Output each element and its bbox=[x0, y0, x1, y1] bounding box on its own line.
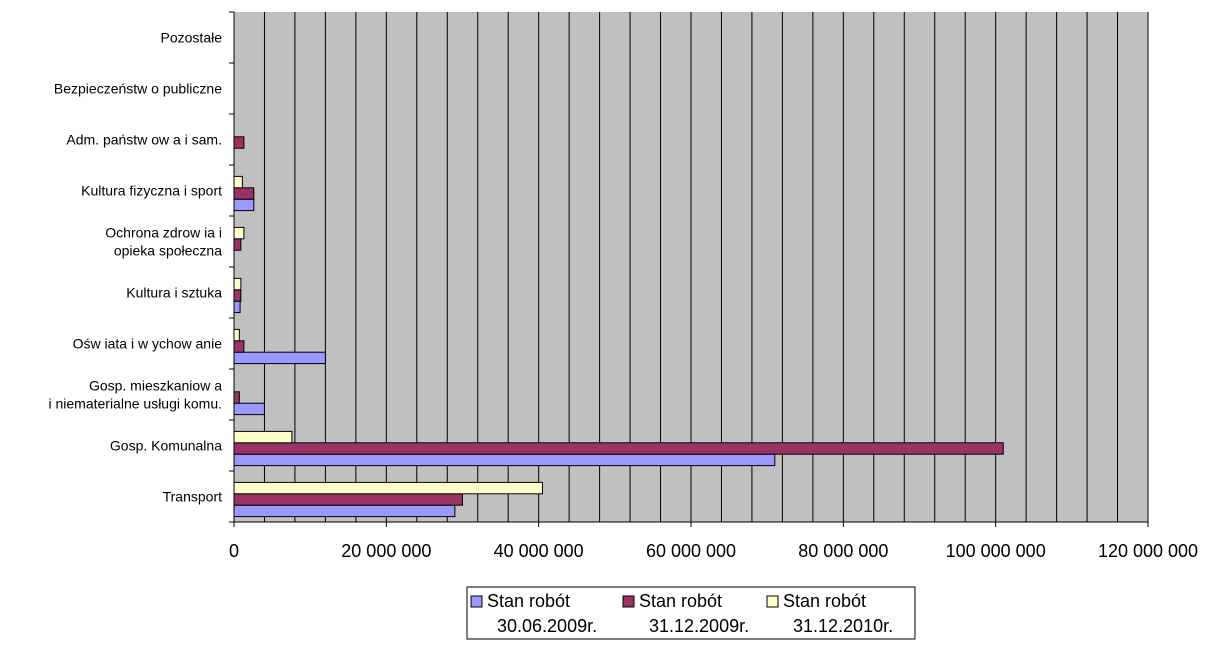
legend-swatch bbox=[766, 595, 779, 608]
bar bbox=[233, 402, 265, 416]
bar bbox=[233, 328, 240, 342]
bar bbox=[233, 198, 255, 212]
x-tick-label: 120 000 000 bbox=[1098, 541, 1198, 561]
x-tick-label: 60 000 000 bbox=[646, 541, 736, 561]
bar bbox=[233, 351, 326, 365]
category-label: Bezpieczeństw o publiczne bbox=[54, 81, 222, 97]
x-tick-label: 20 000 000 bbox=[341, 541, 431, 561]
x-tick-label: 40 000 000 bbox=[494, 541, 584, 561]
bar bbox=[233, 175, 243, 189]
bar bbox=[233, 442, 1004, 455]
bar bbox=[233, 187, 255, 200]
bar bbox=[233, 289, 242, 302]
category-label: Ochrona zdrow ia i opieka społeczna bbox=[105, 225, 222, 259]
bar bbox=[233, 238, 242, 251]
bars bbox=[233, 136, 1004, 518]
category-label: Adm. państw ow a i sam. bbox=[66, 132, 222, 148]
legend-label-date: 30.06.2009r. bbox=[497, 616, 597, 636]
category-label: Kultura i sztuka bbox=[126, 285, 222, 301]
category-labels: Transport Gosp. Komunalna Gosp. mieszkanio… bbox=[48, 30, 222, 505]
x-tick-labels: 0 20 000 000 40 000 000 60 000 000 80 000 00… bbox=[229, 541, 1198, 561]
legend-label: Stan robót bbox=[783, 591, 866, 611]
bar bbox=[233, 453, 776, 467]
bar bbox=[233, 340, 245, 353]
legend-swatch bbox=[622, 595, 635, 608]
x-tick-label: 100 000 000 bbox=[946, 541, 1046, 561]
bar bbox=[233, 504, 456, 518]
category-label: Kultura fizyczna i sport bbox=[81, 183, 222, 199]
legend-label-date: 31.12.2010r. bbox=[793, 616, 893, 636]
category-label: Pozostałe bbox=[161, 30, 223, 46]
bar bbox=[233, 226, 245, 240]
legend-label: Stan robót bbox=[487, 591, 570, 611]
bar bbox=[233, 493, 463, 506]
bar bbox=[233, 136, 245, 149]
legend-label: Stan robót bbox=[639, 591, 722, 611]
category-label: Ośw iata i w ychow anie bbox=[73, 336, 223, 352]
bar bbox=[233, 300, 241, 314]
x-tick-label: 80 000 000 bbox=[798, 541, 888, 561]
bar bbox=[233, 430, 293, 444]
x-tick-label: 0 bbox=[229, 541, 239, 561]
category-label: Transport bbox=[163, 489, 223, 505]
legend-swatch bbox=[470, 595, 483, 608]
legend-box bbox=[466, 586, 916, 640]
axes bbox=[229, 11, 1149, 527]
bar bbox=[233, 391, 240, 404]
legend-label-date: 31.12.2009r. bbox=[649, 616, 749, 636]
bar bbox=[233, 481, 543, 495]
category-label: Gosp. Komunalna bbox=[110, 438, 222, 454]
legend: Stan robót 30.06.2009r. Stan robót 31.12.20… bbox=[466, 586, 916, 640]
bar bbox=[233, 277, 242, 291]
gridlines bbox=[263, 12, 1149, 522]
